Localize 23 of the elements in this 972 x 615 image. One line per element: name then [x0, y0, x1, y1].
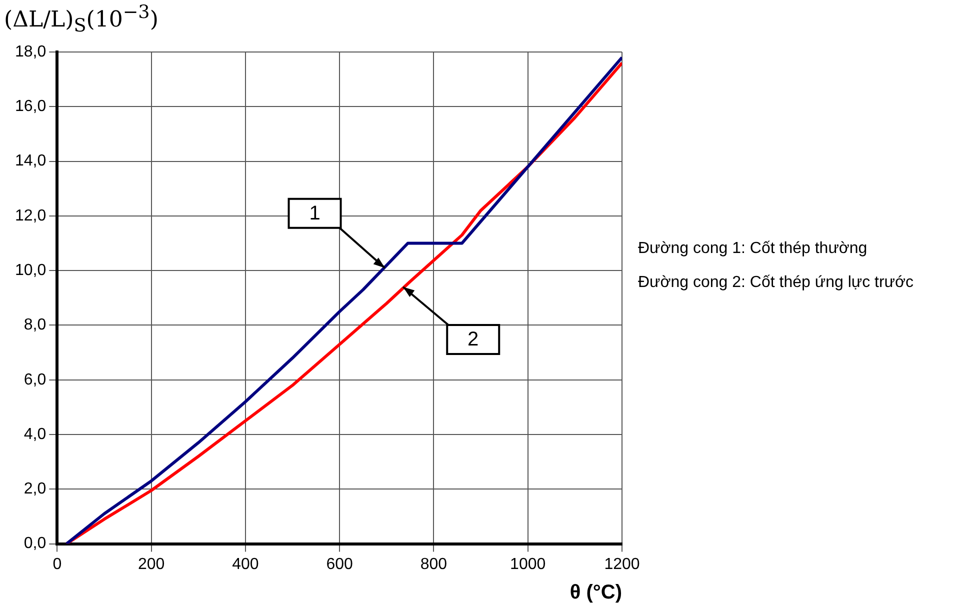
y-tick-label: 12,0: [15, 207, 46, 224]
y-tick-label: 14,0: [15, 152, 46, 170]
x-tick-label: 1200: [604, 556, 640, 573]
y-tick-label: 10,0: [15, 262, 46, 279]
y-tick-label: 6,0: [24, 371, 46, 388]
y-tick-label: 16,0: [15, 98, 46, 116]
y-tick-label: 18,0: [15, 43, 46, 60]
annotation: 1: [309, 202, 320, 224]
text: Đường cong 1: Cốt thép thường: [638, 239, 868, 259]
y-tick-label: 4,0: [24, 426, 46, 443]
x-tick-label: 600: [326, 556, 354, 573]
y-tick-label: 2,0: [24, 480, 46, 498]
annotation: 2: [468, 328, 479, 350]
x-axis-title: θ (°C): [570, 582, 622, 604]
x-tick-label: 200: [138, 556, 165, 573]
x-tick-label: 1000: [510, 556, 546, 573]
y-tick-label: 8,0: [24, 316, 46, 334]
y-tick-label: 0,0: [24, 535, 46, 552]
x-tick-label: 0: [52, 556, 62, 573]
x-tick-label: 800: [420, 556, 448, 573]
text: Đường cong 2: Cốt thép ứng lực trước: [638, 273, 914, 293]
y-axis-title: (ΔL/L)$_{S}$(10$^{−3}$): [4, 2, 158, 37]
x-tick-label: 400: [232, 556, 259, 573]
